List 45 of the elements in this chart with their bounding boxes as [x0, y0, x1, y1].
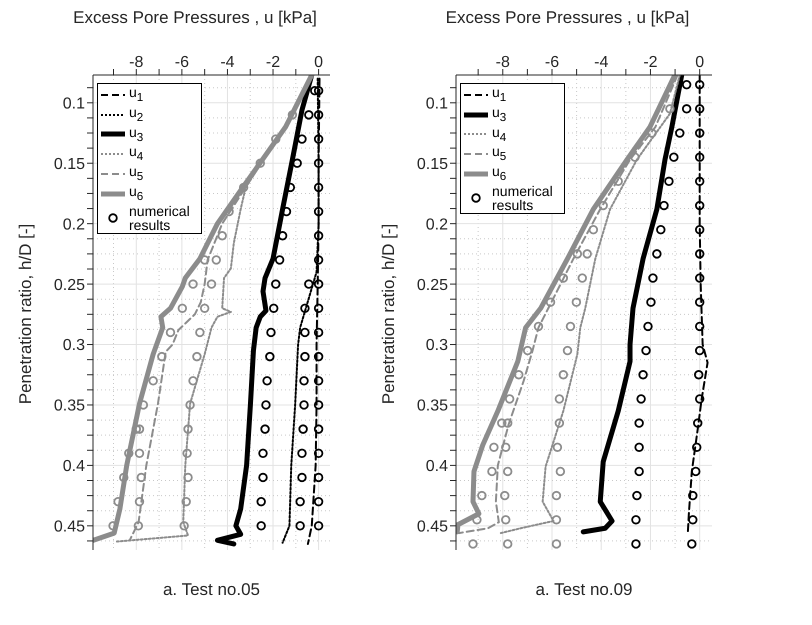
x-tick-label: -4 [594, 54, 608, 71]
legend-label: u$_{1}$ [492, 84, 506, 105]
x-tick-label: -2 [643, 54, 658, 71]
x-axis-title: Excess Pore Pressures , u [kPa] [444, 8, 690, 28]
legend-label: u$_{5}$ [492, 143, 506, 164]
x-tick-label: -4 [220, 54, 235, 71]
y-tick-label: 0.4 [426, 458, 448, 476]
x-tick-label: -8 [129, 54, 144, 71]
text: a. Test no.09 [534, 580, 634, 600]
legend-label: u$_{3}$ [492, 104, 506, 125]
y-tick-label: 0.25 [54, 276, 86, 294]
x-tick-label: -6 [174, 54, 190, 71]
y-tick-label: 0.2 [62, 216, 86, 234]
legend-label: u$_{4}$ [129, 143, 144, 164]
y-tick-label: 0.3 [62, 337, 86, 354]
legend-label: numerical results [492, 182, 554, 213]
y-tick-label: 0.1 [62, 95, 86, 112]
y-tick-label: 0.3 [426, 337, 448, 354]
y-axis-title: Penetration ratio, h/D [-] [379, 222, 399, 406]
legend-label: u$_{3}$ [129, 124, 144, 144]
legend-label: u$_{2}$ [129, 104, 144, 125]
y-tick-label: 0.45 [54, 518, 86, 536]
y-tick-label: 0.15 [416, 156, 448, 173]
legend-label: u$_{6}$ [129, 182, 144, 204]
y-tick-label: 0.1 [426, 95, 448, 112]
y-tick-label: 0.35 [54, 398, 86, 415]
legend-label: u$_{1}$ [129, 84, 144, 105]
legend-label: u$_{4}$ [492, 124, 506, 144]
legend-label: numerical results [129, 202, 191, 233]
x-axis-title: Excess Pore Pressures , u [kPa] [72, 8, 318, 28]
y-tick-label: 0.25 [416, 276, 448, 294]
legend-label: u$_{6}$ [492, 163, 506, 184]
y-tick-label: 0.15 [54, 156, 86, 173]
x-tick-label: 0 [695, 54, 704, 71]
x-tick-label: -2 [266, 54, 280, 71]
text: a. Test no.05 [162, 580, 262, 600]
y-tick-label: 0.2 [426, 216, 448, 234]
y-tick-label: 0.45 [416, 518, 448, 536]
legend-label: u$_{5}$ [129, 163, 144, 184]
y-tick-label: 0.4 [62, 458, 86, 476]
y-axis-title: Penetration ratio, h/D [-] [16, 222, 36, 406]
y-tick-label: 0.35 [416, 398, 448, 415]
x-tick-label: 0 [314, 54, 324, 71]
x-tick-label: -8 [496, 54, 510, 71]
x-tick-label: -6 [544, 54, 560, 71]
